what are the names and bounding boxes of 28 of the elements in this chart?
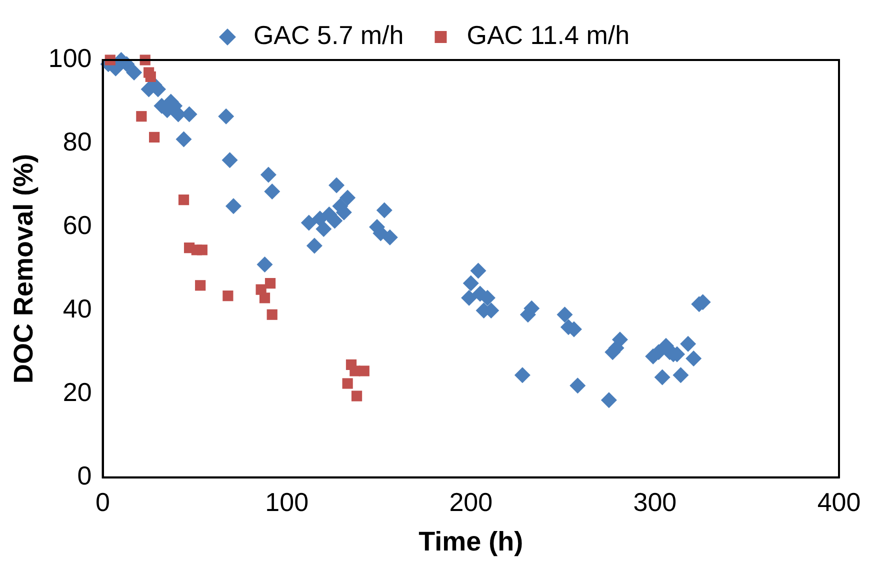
x-axis-title: Time (h) [418,526,524,556]
point [266,309,278,320]
y-tick-label: 40 [62,294,92,324]
legend-label: GAC 11.4 m/h [466,20,630,50]
point [222,290,234,302]
point [149,132,160,143]
x-tick-label: 0 [96,487,110,518]
y-tick-label: 80 [62,126,92,157]
x-tick-label: 200 [449,487,493,518]
y-tick-label: 100 [48,43,92,74]
y-axis-title: DOC Removal (%) [8,154,39,384]
point [358,366,370,376]
point [351,390,362,402]
point [196,244,208,256]
x-tick-label: 300 [633,487,677,518]
y-tick-label: 20 [62,377,92,408]
point [136,111,147,122]
x-tick-label: 400 [817,487,861,518]
point [195,280,206,291]
y-tick-label: 60 [62,210,92,240]
point [259,292,270,304]
legend-label: GAC 5.7 m/h [253,20,404,50]
point [178,194,190,206]
x-tick-label: 100 [265,487,309,518]
point [342,378,353,389]
point [264,278,276,289]
point [145,71,156,82]
y-tick-label: 0 [77,460,92,491]
